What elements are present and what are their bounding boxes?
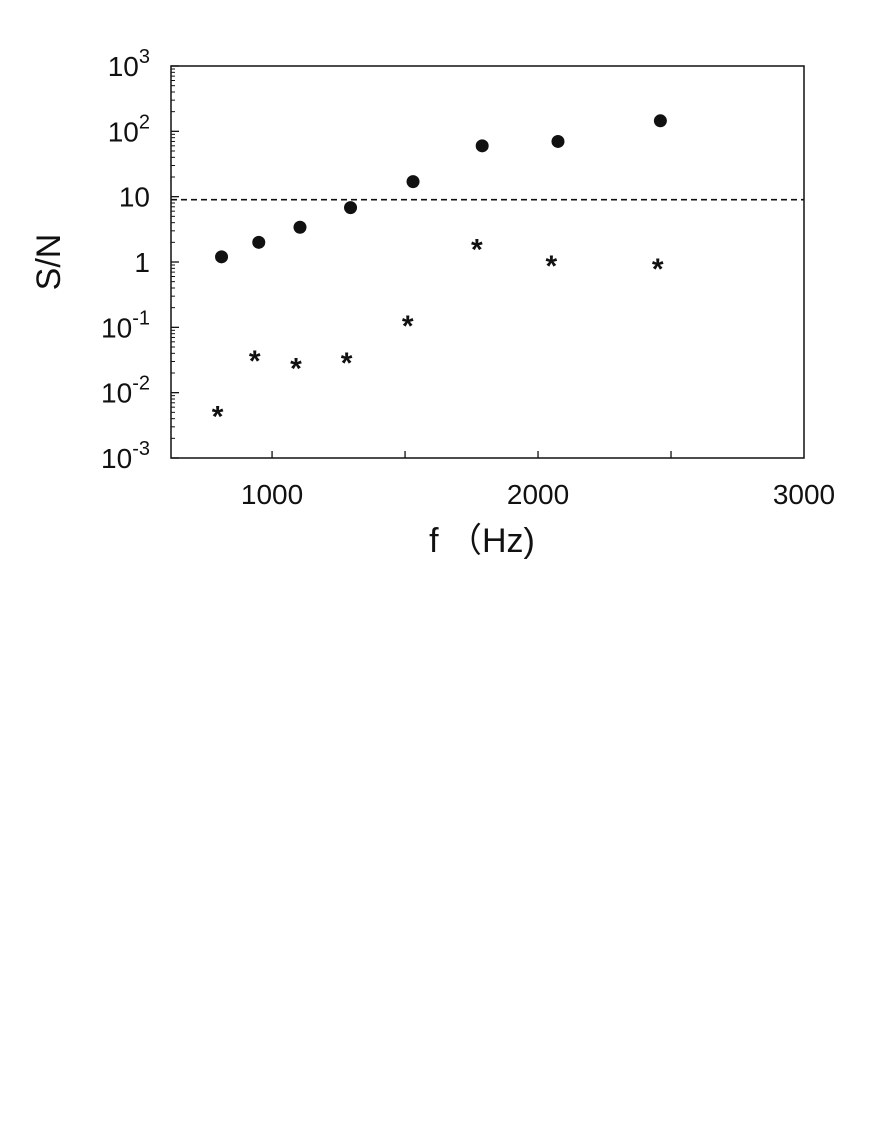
y-tick-label: 103 [108,46,150,82]
asterisk-point: * [652,253,664,286]
y-tick-label: 1 [134,247,150,278]
x-axis-ticks: 1000 2000 3000 [241,451,835,510]
asterisk-point: * [471,233,483,266]
asterisk-point: * [249,345,261,378]
y-axis-label: S/N [30,234,68,291]
x-tick-label: 2000 [507,479,569,510]
circle-point [551,134,565,148]
circle-point [406,175,420,189]
x-axis-label: f （Hz) [429,522,535,560]
y-tick-label: 102 [108,111,150,147]
y-tick-label: 10-3 [101,438,150,474]
plot-frame [170,65,805,459]
y-tick-label: 10-1 [101,307,150,343]
circle-point [252,235,266,249]
asterisk-point: * [212,400,224,433]
y-axis-ticks: 10-3 10-2 10-1 1 10 102 103 [101,46,179,474]
circle-point [215,250,229,264]
y-tick-label: 10 [119,182,150,213]
asterisk-point: * [290,352,302,385]
asterisk-point: * [341,347,353,380]
x-tick-label: 1000 [241,479,303,510]
data-series-group: * * * * * * * * [212,114,667,433]
circle-point [344,201,358,215]
circle-point [293,220,307,234]
x-tick-label: 3000 [773,479,835,510]
asterisk-point: * [545,250,557,283]
plot-frame-group [170,65,805,459]
circle-point [653,114,667,128]
circle-point [475,139,489,153]
asterisk-point: * [402,310,414,343]
y-tick-label: 10-2 [101,373,150,409]
